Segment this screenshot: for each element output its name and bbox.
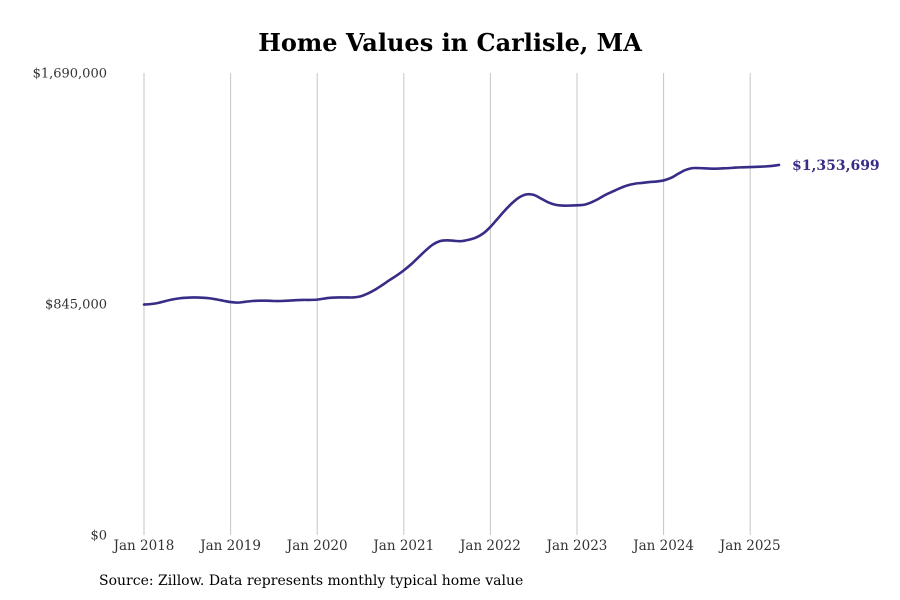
- end-value-label: $1,353,699: [792, 158, 880, 174]
- grid-layer: [143, 73, 751, 535]
- series-layer: $1,353,699: [142, 158, 880, 306]
- y-tick-label-1: $845,000: [45, 298, 107, 313]
- x-tick-label-2: Jan 2020: [285, 538, 348, 554]
- source-note: Source: Zillow. Data represents monthly …: [99, 573, 524, 589]
- x-tick-label-7: Jan 2025: [718, 538, 781, 554]
- x-tick-label-1: Jan 2019: [198, 538, 261, 554]
- x-tick-label-5: Jan 2023: [545, 538, 608, 554]
- x-tick-label-6: Jan 2024: [631, 538, 694, 554]
- x-axis: Jan 2018 Jan 2019 Jan 2020 Jan 2021 Jan 2022…: [112, 538, 781, 554]
- series-line: [142, 163, 781, 306]
- x-tick-label-0: Jan 2018: [112, 538, 175, 554]
- y-axis: $0 $845,000 $1,690,000: [33, 67, 107, 544]
- chart-title: Home Values in Carlisle, MA: [258, 28, 642, 57]
- y-tick-label-0: $0: [90, 529, 107, 544]
- x-tick-label-4: Jan 2022: [458, 538, 521, 554]
- y-tick-label-2: $1,690,000: [33, 67, 107, 82]
- x-tick-label-3: Jan 2021: [371, 538, 434, 554]
